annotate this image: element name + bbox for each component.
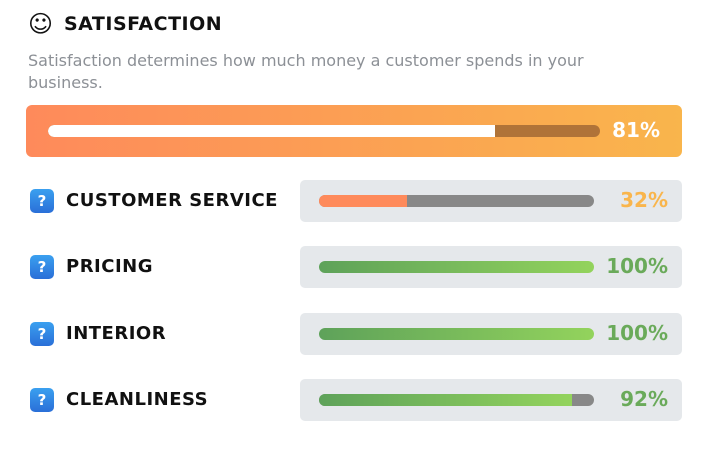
factor-percent: 100% xyxy=(606,320,668,345)
overall-progress-track xyxy=(48,125,600,137)
section-title: SATISFACTION xyxy=(64,13,223,35)
factor-progress-fill xyxy=(319,393,572,406)
factor-bar-panel: 92% xyxy=(300,378,682,421)
section-header: ☺ SATISFACTION xyxy=(28,12,222,36)
factor-row: ? INTERIOR 100% xyxy=(30,312,682,355)
factor-bar-panel: 100% xyxy=(300,246,682,289)
help-icon[interactable]: ? xyxy=(30,321,54,346)
factor-bar-panel: 32% xyxy=(300,180,682,222)
factor-label: CLEANLINESS xyxy=(66,388,209,410)
help-icon[interactable]: ? xyxy=(30,387,54,412)
overall-progress-fill xyxy=(48,125,496,137)
factor-progress-fill xyxy=(319,327,594,340)
factor-percent: 100% xyxy=(606,254,668,279)
factor-progress-track xyxy=(319,195,594,207)
help-icon[interactable]: ? xyxy=(30,255,54,280)
factor-row: ? CLEANLINESS 92% xyxy=(30,378,682,421)
factor-label: CUSTOMER SERVICE xyxy=(66,190,278,211)
factor-bar-panel: 100% xyxy=(300,312,682,355)
factor-percent: 32% xyxy=(620,188,668,212)
factor-row: ? CUSTOMER SERVICE 32% xyxy=(30,180,682,222)
overall-satisfaction-bar: 81% xyxy=(26,105,682,157)
factor-progress-track xyxy=(319,327,594,340)
factor-progress-track xyxy=(319,261,594,274)
factor-label: PRICING xyxy=(66,256,153,278)
smiley-icon: ☺ xyxy=(28,10,54,38)
factor-progress-track xyxy=(319,393,594,406)
factor-progress-fill xyxy=(319,261,594,274)
factor-progress-fill xyxy=(319,195,407,207)
section-description: Satisfaction determines how much money a… xyxy=(28,51,584,92)
factor-label: INTERIOR xyxy=(66,322,167,344)
help-icon[interactable]: ? xyxy=(30,189,54,213)
factor-row: ? PRICING 100% xyxy=(30,246,682,289)
overall-percent: 81% xyxy=(612,118,660,142)
factor-percent: 92% xyxy=(620,386,668,411)
